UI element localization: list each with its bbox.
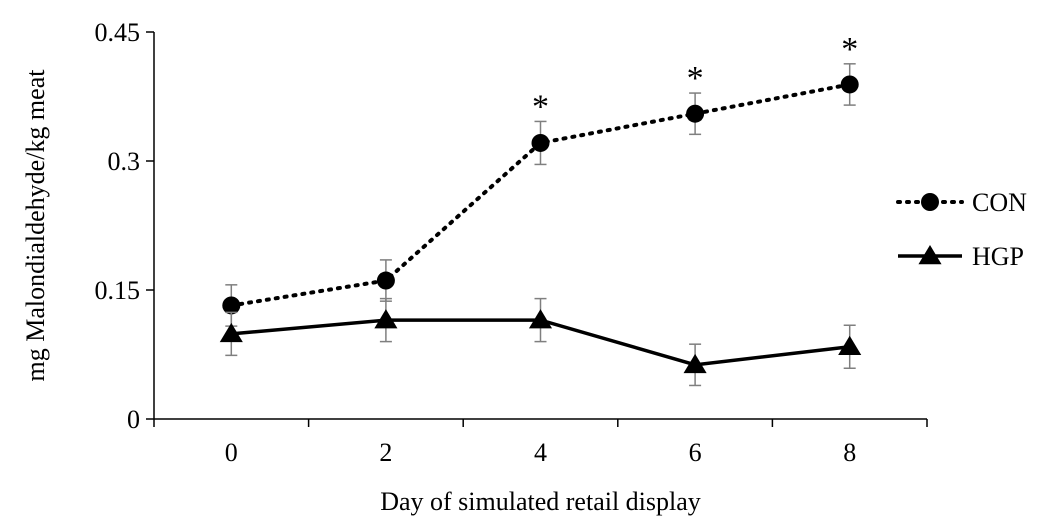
data-point-hgp [219,322,243,343]
series-layer [219,63,862,387]
series-hgp [219,297,862,387]
legend-label-con: CON [972,188,1027,217]
legend-item-hgp: HGP [898,242,1024,271]
data-point-con [222,296,241,315]
y-ticks: 0 0.15 0.3 0.45 [95,18,154,434]
data-point-hgp [374,309,398,329]
x-tick-label: 0 [225,438,238,467]
data-point-con [531,133,550,152]
significance-annotations: * * * [532,31,858,126]
y-tick-label: 0 [127,405,140,434]
y-tick-label: 0.15 [95,276,141,305]
series-con [222,63,859,327]
x-tick-label: 6 [689,438,702,467]
data-point-con [686,104,705,123]
chart-axes [153,32,927,420]
legend-marker-con [921,193,939,211]
y-tick-label: 0.45 [95,18,141,47]
x-axis-title: Day of simulated retail display [380,487,701,516]
significance-asterisk: * [532,88,549,125]
x-tick-label: 2 [379,438,392,467]
data-point-hgp [528,309,553,329]
legend-label-hgp: HGP [972,242,1024,271]
legend-item-con: CON [896,188,1027,217]
x-ticks: 0 2 4 6 8 [153,419,928,467]
legend: CON HGP [896,188,1027,271]
legend-marker-hgp [918,245,942,265]
data-point-hgp [838,335,862,356]
significance-asterisk: * [841,31,858,68]
x-tick-label: 4 [534,438,547,467]
y-axis-title: mg Malondialdehyde/kg meat [21,69,50,382]
y-tick-label: 0.3 [108,147,141,176]
data-point-hgp [683,353,707,374]
x-tick-label: 8 [843,438,856,467]
significance-asterisk: * [687,60,704,97]
data-point-con [376,271,395,290]
data-point-con [840,75,859,94]
